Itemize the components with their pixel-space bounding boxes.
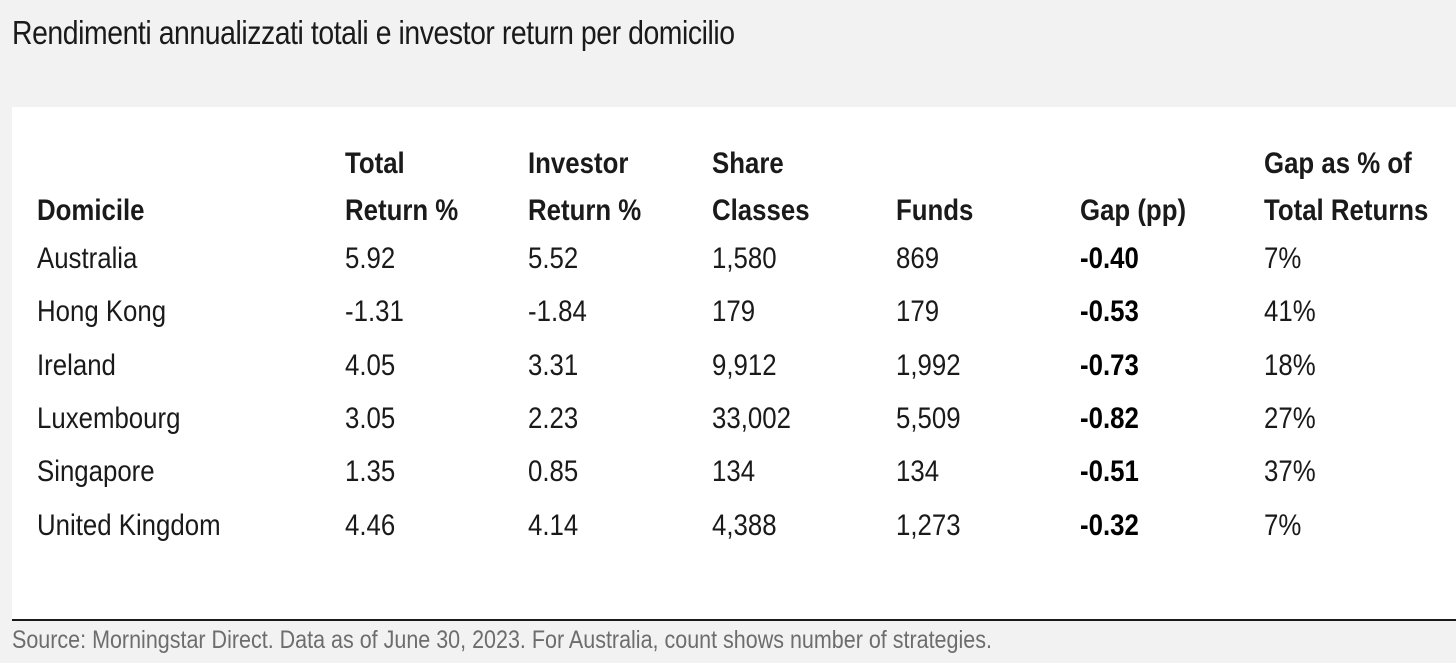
header-funds: Funds [896, 140, 973, 234]
source-note: Source: Morningstar Direct. Data as of J… [12, 626, 992, 654]
cell-funds: 1,273 [896, 509, 961, 542]
cell-gap: -0.40 [1080, 242, 1139, 275]
cell-gap-pct: 7% [1264, 242, 1302, 275]
cell-gap-pct: 27% [1264, 402, 1316, 435]
cell-gap-pct: 7% [1264, 509, 1302, 542]
cell-domicile: Luxembourg [37, 402, 181, 435]
data-table: Domicile Total Return % Investor Return … [12, 107, 1456, 620]
cell-total-return: 1.35 [345, 455, 396, 488]
cell-domicile: Australia [37, 242, 138, 275]
cell-share-classes: 4,388 [712, 509, 777, 542]
cell-gap-pct: 37% [1264, 455, 1316, 488]
cell-domicile: Singapore [37, 455, 155, 488]
cell-funds: 134 [896, 455, 940, 488]
header-line2: Domicile [37, 194, 145, 227]
cell-gap: -0.53 [1080, 295, 1139, 328]
cell-domicile: Ireland [37, 349, 116, 382]
header-line2: Return % [528, 194, 642, 227]
cell-share-classes: 1,580 [712, 242, 777, 275]
header-line1 [896, 140, 973, 187]
cell-funds: 179 [896, 295, 940, 328]
header-line2: Return % [345, 194, 459, 227]
cell-gap: -0.32 [1080, 509, 1139, 542]
cell-total-return: 3.05 [345, 402, 396, 435]
header-domicile: Domicile [37, 140, 145, 234]
cell-investor-return: 0.85 [528, 455, 579, 488]
cell-domicile: Hong Kong [37, 295, 167, 328]
cell-investor-return: -1.84 [528, 295, 587, 328]
page-title: Rendimenti annualizzati totali e investo… [12, 14, 735, 51]
cell-investor-return: 4.14 [528, 509, 579, 542]
header-gap: Gap (pp) [1080, 140, 1186, 234]
divider [12, 619, 1456, 621]
header-line1: Gap as % of [1264, 147, 1412, 180]
cell-gap: -0.51 [1080, 455, 1139, 488]
cell-share-classes: 33,002 [712, 402, 791, 435]
header-line1: Share [712, 147, 784, 180]
header-line2: Total Returns [1264, 194, 1429, 227]
cell-gap-pct: 18% [1264, 349, 1316, 382]
header-line1: Total [345, 147, 405, 180]
cell-investor-return: 3.31 [528, 349, 579, 382]
header-line2: Gap (pp) [1080, 194, 1187, 227]
cell-gap: -0.82 [1080, 402, 1139, 435]
cell-funds: 869 [896, 242, 940, 275]
header-total-return: Total Return % [345, 140, 458, 234]
cell-total-return: -1.31 [345, 295, 404, 328]
cell-domicile: United Kingdom [37, 509, 221, 542]
cell-investor-return: 5.52 [528, 242, 579, 275]
header-investor-return: Investor Return % [528, 140, 641, 234]
cell-total-return: 4.46 [345, 509, 396, 542]
header-gap-pct: Gap as % of Total Returns [1264, 140, 1428, 234]
header-line1 [37, 140, 145, 187]
cell-share-classes: 179 [712, 295, 756, 328]
header-line1 [1080, 140, 1186, 187]
cell-share-classes: 9,912 [712, 349, 777, 382]
header-line2: Classes [712, 194, 810, 227]
cell-gap-pct: 41% [1264, 295, 1316, 328]
header-line1: Investor [528, 147, 629, 180]
cell-share-classes: 134 [712, 455, 756, 488]
cell-funds: 1,992 [896, 349, 961, 382]
cell-gap: -0.73 [1080, 349, 1139, 382]
cell-investor-return: 2.23 [528, 402, 579, 435]
cell-funds: 5,509 [896, 402, 961, 435]
header-share-classes: Share Classes [712, 140, 810, 234]
cell-total-return: 4.05 [345, 349, 396, 382]
header-line2: Funds [896, 194, 974, 227]
cell-total-return: 5.92 [345, 242, 396, 275]
